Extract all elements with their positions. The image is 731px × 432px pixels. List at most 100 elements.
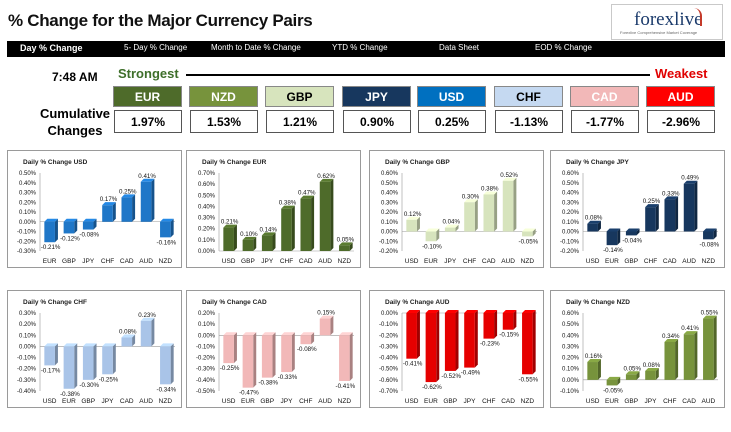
y-tick-label: 0.40% [198,204,216,210]
y-tick-label: -0.60% [379,378,399,384]
x-category-label: USD [586,398,600,405]
data-label: -0.17% [41,367,61,374]
bar-nzd [160,343,174,385]
data-label: 0.04% [442,219,460,226]
data-label: 0.14% [259,226,277,233]
bar-eur [425,228,440,242]
y-tick-label: -0.10% [196,344,216,350]
bar-aud [319,178,334,251]
currency-box-usd: USD [417,86,486,107]
chart-nzd: Daily % Change NZD 0.60% 0.50% 0.40% 0.30% 0.… [550,290,725,408]
chart-title: Daily % Change USD [23,159,88,166]
tab-5-day-change[interactable]: 5- Day % Change [124,43,188,52]
tab-month-to-date-change[interactable]: Month to Date % Change [211,43,301,52]
x-category-label: CAD [682,398,696,405]
bar-gbp [82,343,97,380]
bar-cad [683,331,698,380]
y-tick-label: -0.10% [379,322,399,328]
x-category-label: USD [43,398,57,405]
y-tick-label: -0.70% [379,389,399,395]
data-label: 0.25% [643,198,661,205]
data-label: -0.08% [700,241,720,248]
y-tick-label: 0.20% [198,227,216,233]
bar-cad [664,196,679,232]
x-category-label: CHF [482,398,495,405]
page-title: % Change for the Major Currency Pairs [8,11,313,30]
y-tick-label: 0.70% [198,171,216,177]
chart-eur: Daily % Change EUR 0.70% 0.60% 0.50% 0.40% 0.… [186,150,361,268]
data-label: 0.17% [100,196,118,203]
y-tick-label: 0.00% [19,344,37,350]
x-category-label: NZD [338,398,352,405]
bar-cad [121,334,136,347]
chart-usd-svg: Daily % Change USD 0.50% 0.40% 0.30% 0.20% 0.… [17,159,177,265]
x-category-label: CHF [644,258,657,265]
bar-gbp [261,332,276,378]
data-label: -0.05% [603,387,623,394]
tab-day-change[interactable]: Day % Change [20,43,83,53]
bar-chf [483,310,498,339]
data-label: -0.21% [41,244,61,251]
y-tick-label: 0.40% [562,191,580,197]
y-tick-label: -0.20% [17,367,37,373]
y-tick-label: 0.40% [381,191,399,197]
cumulative-changes-label: Cumulative Changes [38,105,112,139]
x-category-label: NZD [159,398,173,405]
bar-jpy [281,332,295,373]
data-label: 0.33% [662,190,680,197]
y-tick-label: 0.30% [19,191,37,197]
bar-nzd [522,228,536,237]
x-category-label: EUR [605,258,619,265]
data-label: -0.05% [519,238,539,245]
currency-value-cad: -1.77% [571,110,639,133]
bar-nzd [703,228,717,240]
x-category-label: USD [222,398,236,405]
bar-cad [121,194,136,222]
x-category-label: CHF [101,258,114,265]
x-category-label: GBP [81,398,95,405]
chart-title: Daily % Change CAD [202,299,267,306]
y-tick-label: 0.00% [381,230,399,236]
y-tick-label: 0.60% [198,182,216,188]
y-tick-label: 0.00% [562,230,580,236]
bar-aud [140,178,155,222]
y-tick-label: -0.50% [196,389,216,395]
bar-usd [587,220,601,232]
tab-data-sheet[interactable]: Data Sheet [439,43,480,52]
data-label: 0.41% [138,173,156,180]
data-label: -0.15% [499,332,519,339]
bar-cad [502,310,517,330]
y-tick-label: 0.30% [562,344,580,350]
currency-box-chf: CHF [494,86,563,107]
data-label: -0.12% [60,235,80,242]
x-category-label: NZD [702,258,716,265]
data-label: -0.41% [336,383,356,390]
tab-ytd-change[interactable]: YTD % Change [332,43,388,52]
x-category-label: CAD [501,398,515,405]
bar-aud [683,180,698,232]
data-label: 0.05% [337,236,355,243]
y-tick-label: 0.10% [198,322,216,328]
y-tick-label: 0.10% [562,367,580,373]
x-category-label: EUR [43,258,57,265]
data-label: 0.34% [662,333,680,340]
x-category-label: AUD [139,258,153,265]
x-category-label: USD [405,258,419,265]
data-label: 0.38% [481,185,499,192]
chart-jpy-svg: Daily % Change JPY 0.60% 0.50% 0.40% 0.30% 0.… [560,159,720,265]
x-category-label: GBP [443,398,457,405]
y-tick-label: -0.20% [379,249,399,255]
data-label: -0.52% [441,373,461,380]
data-label: -0.14% [603,247,623,254]
chart-usd: Daily % Change USD 0.50% 0.40% 0.30% 0.20% 0.… [7,150,182,268]
tab-bar: Day % Change 5- Day % Change Month to Da… [7,41,725,57]
y-tick-label: 0.40% [562,333,580,339]
chart-gbp-svg: Daily % Change GBP0.60%0.50%0.40%0.30%0.… [379,159,539,265]
x-category-label: NZD [521,398,535,405]
y-tick-label: 0.10% [198,238,216,244]
bar-jpy [645,367,659,380]
weakest-label: Weakest [655,66,708,81]
forexlive-logo[interactable]: forexlive Forexlive Comprehensive Market… [611,4,723,40]
bar-usd [587,359,601,380]
tab-eod-change[interactable]: EOD % Change [535,43,592,52]
